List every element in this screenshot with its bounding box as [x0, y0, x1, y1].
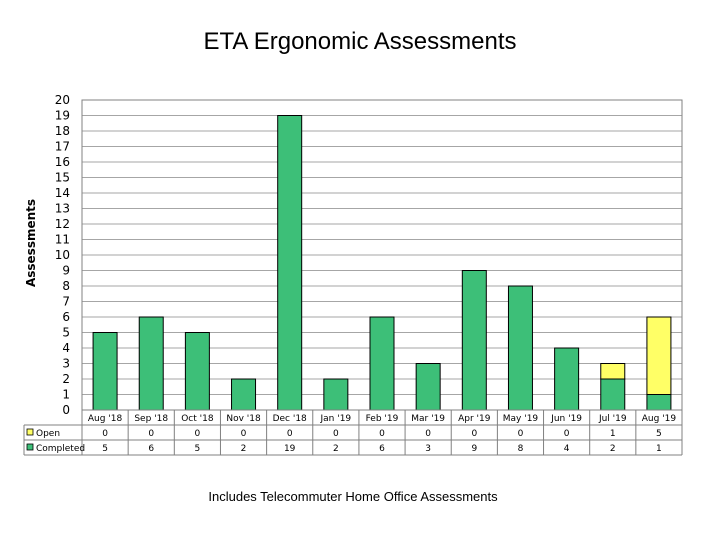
y-tick-label: 12 — [55, 217, 70, 231]
data-label-completed: 2 — [333, 444, 339, 454]
x-tick-label: Feb '19 — [366, 414, 399, 424]
y-tick-label: 19 — [55, 109, 70, 123]
x-tick-label: Apr '19 — [458, 414, 491, 424]
bar-completed — [92, 332, 118, 411]
data-label-open: 0 — [195, 429, 201, 439]
data-label-open: 0 — [241, 429, 247, 439]
x-tick-label: Jan '19 — [320, 414, 352, 424]
bar-completed — [461, 270, 487, 411]
y-tick-label: 8 — [62, 279, 70, 293]
bar-completed — [415, 363, 441, 411]
legend-label-completed: Completed — [36, 444, 85, 454]
chart-footnote: Includes Telecommuter Home Office Assess… — [208, 489, 498, 504]
data-label-completed: 6 — [148, 444, 154, 454]
data-label-open: 0 — [333, 429, 339, 439]
bar-completed — [600, 378, 626, 411]
data-label-open: 0 — [148, 429, 154, 439]
data-label-open: 0 — [425, 429, 431, 439]
x-tick-label: May '19 — [503, 414, 539, 424]
y-tick-label: 15 — [55, 171, 70, 185]
bar-completed — [554, 347, 580, 411]
legend-key-completed — [26, 443, 34, 451]
bar-completed — [184, 332, 210, 411]
data-label-completed: 4 — [564, 444, 570, 454]
y-tick-label: 11 — [55, 233, 70, 247]
data-label-open: 1 — [610, 429, 616, 439]
data-label-completed: 1 — [656, 444, 662, 454]
y-tick-label: 18 — [55, 124, 70, 138]
bar-completed — [507, 285, 533, 411]
data-label-completed: 5 — [195, 444, 201, 454]
y-tick-label: 16 — [55, 155, 70, 169]
bar-completed — [369, 316, 395, 411]
x-tick-label: Aug '19 — [642, 414, 677, 424]
data-label-open: 0 — [471, 429, 477, 439]
legend-key-open — [26, 428, 34, 436]
x-tick-label: Aug '18 — [88, 414, 123, 424]
x-tick-label: Nov '18 — [226, 414, 261, 424]
data-label-open: 0 — [564, 429, 570, 439]
chart-title: ETA Ergonomic Assessments — [203, 28, 517, 55]
data-label-open: 0 — [518, 429, 524, 439]
bar-completed — [231, 378, 257, 411]
x-tick-label: Sep '18 — [134, 414, 168, 424]
data-label-completed: 2 — [241, 444, 247, 454]
data-label-completed: 19 — [284, 444, 296, 454]
data-label-open: 5 — [656, 429, 662, 439]
y-tick-label: 13 — [55, 202, 70, 216]
y-tick-label: 1 — [62, 388, 70, 402]
data-label-completed: 3 — [425, 444, 431, 454]
y-tick-label: 3 — [62, 357, 70, 371]
x-tick-label: Jul '19 — [598, 414, 627, 424]
y-tick-label: 2 — [62, 372, 70, 386]
data-label-open: 0 — [287, 429, 293, 439]
data-label-completed: 6 — [379, 444, 385, 454]
bar-completed — [323, 378, 349, 411]
y-tick-label: 0 — [62, 403, 70, 417]
x-tick-label: Mar '19 — [411, 414, 445, 424]
y-axis-label: Assessments — [24, 199, 38, 287]
x-tick-label: Dec '18 — [273, 414, 307, 424]
bar-open — [600, 363, 626, 380]
data-label-completed: 8 — [518, 444, 524, 454]
data-label-completed: 2 — [610, 444, 616, 454]
data-label-completed: 9 — [471, 444, 477, 454]
y-tick-label: 17 — [55, 140, 70, 154]
y-tick-label: 6 — [62, 310, 70, 324]
data-label-open: 0 — [379, 429, 385, 439]
bar-completed — [646, 394, 672, 411]
y-tick-label: 7 — [62, 295, 70, 309]
y-tick-label: 4 — [62, 341, 70, 355]
legend-label-open: Open — [36, 429, 60, 439]
x-tick-label: Jun '19 — [550, 414, 582, 424]
data-label-completed: 5 — [102, 444, 108, 454]
y-tick-label: 14 — [55, 186, 70, 200]
bar-open — [646, 316, 672, 395]
y-tick-label: 5 — [62, 326, 70, 340]
x-tick-label: Oct '18 — [181, 414, 214, 424]
data-label-open: 0 — [102, 429, 108, 439]
y-tick-label: 20 — [55, 93, 70, 107]
bar-completed — [138, 316, 164, 411]
y-tick-label: 10 — [55, 248, 70, 262]
y-tick-label: 9 — [62, 264, 70, 278]
bar-completed — [277, 115, 303, 411]
